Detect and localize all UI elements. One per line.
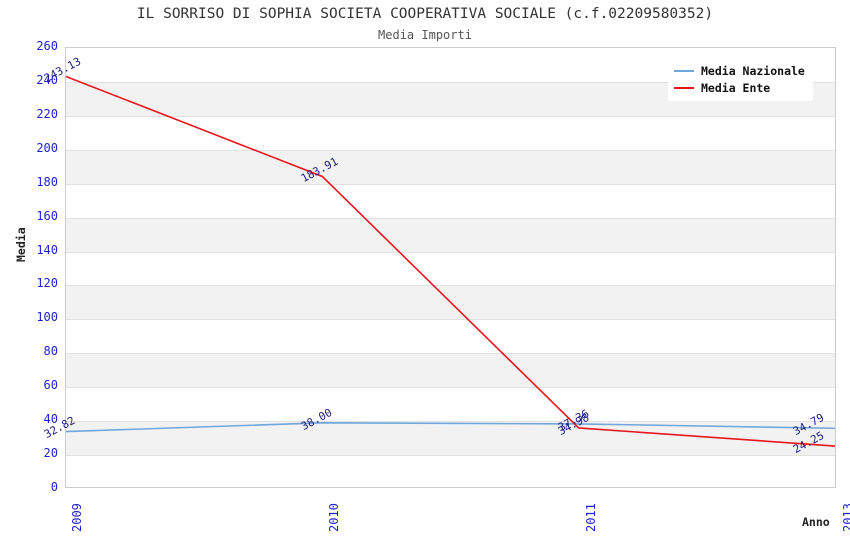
grid-band: [66, 353, 835, 388]
y-tick-label: 260: [36, 39, 58, 53]
x-tick-label: 2010: [327, 503, 341, 532]
gridline: [66, 353, 835, 355]
y-tick-label: 120: [36, 276, 58, 291]
y-tick-label: 80: [43, 344, 58, 359]
y-tick-label: 220: [36, 106, 58, 121]
gridline: [66, 455, 835, 457]
gridline: [66, 387, 835, 389]
legend-item[interactable]: Media Nazionale: [674, 62, 805, 79]
x-axis-title: Anno: [802, 515, 830, 529]
chart-subtitle: Media Importi: [378, 28, 472, 42]
y-tick-label: 240: [36, 72, 58, 87]
y-tick-label: 160: [36, 208, 58, 223]
gridline: [66, 149, 835, 151]
y-tick-label: 60: [43, 378, 58, 393]
series-line: [65, 75, 836, 447]
chart-legend: Media Nazionale Media Ente: [668, 58, 813, 101]
legend-item-label: Media Nazionale: [701, 63, 805, 78]
series-line: [65, 422, 836, 433]
series-lines: [65, 75, 836, 447]
y-axis-ticks: 260 240 220 200 180 160 140 120 100 80 60 40 20 0: [0, 39, 58, 494]
legend-swatch-icon: [674, 86, 694, 89]
grid-band: [66, 149, 835, 184]
gridline: [66, 285, 835, 287]
gridline: [66, 115, 835, 117]
x-tick-label: 2013: [841, 503, 850, 532]
gridline: [66, 217, 835, 219]
legend-item-label: Media Ente: [701, 80, 771, 95]
y-tick-label: 0: [50, 480, 58, 494]
y-tick-label: 20: [43, 446, 58, 461]
y-tick-label: 40: [43, 412, 58, 427]
gridline: [66, 183, 835, 185]
y-tick-label: 180: [36, 174, 58, 189]
y-tick-label: 100: [36, 310, 58, 325]
gridline: [66, 319, 835, 321]
grid-band: [66, 217, 835, 252]
y-tick-label: 140: [36, 242, 58, 257]
x-tick-label: 2011: [584, 503, 598, 532]
legend-swatch-icon: [674, 69, 694, 72]
legend-item[interactable]: Media Ente: [674, 79, 805, 96]
chart-title: IL SORRISO DI SOPHIA SOCIETA COOPERATIVA…: [136, 6, 714, 22]
gridline: [66, 251, 835, 253]
y-axis-title: Media: [14, 227, 28, 262]
gridline: [66, 81, 835, 83]
x-tick-label: 2009: [70, 503, 84, 532]
y-tick-label: 200: [36, 140, 58, 155]
plot-area: 32.82 38.00 37.36 34.79 243.13 183.91 34.98 24.…: [42, 47, 836, 488]
gridline: [66, 421, 835, 423]
x-axis-ticks: 2009 2010 2011 2013: [0, 492, 850, 548]
